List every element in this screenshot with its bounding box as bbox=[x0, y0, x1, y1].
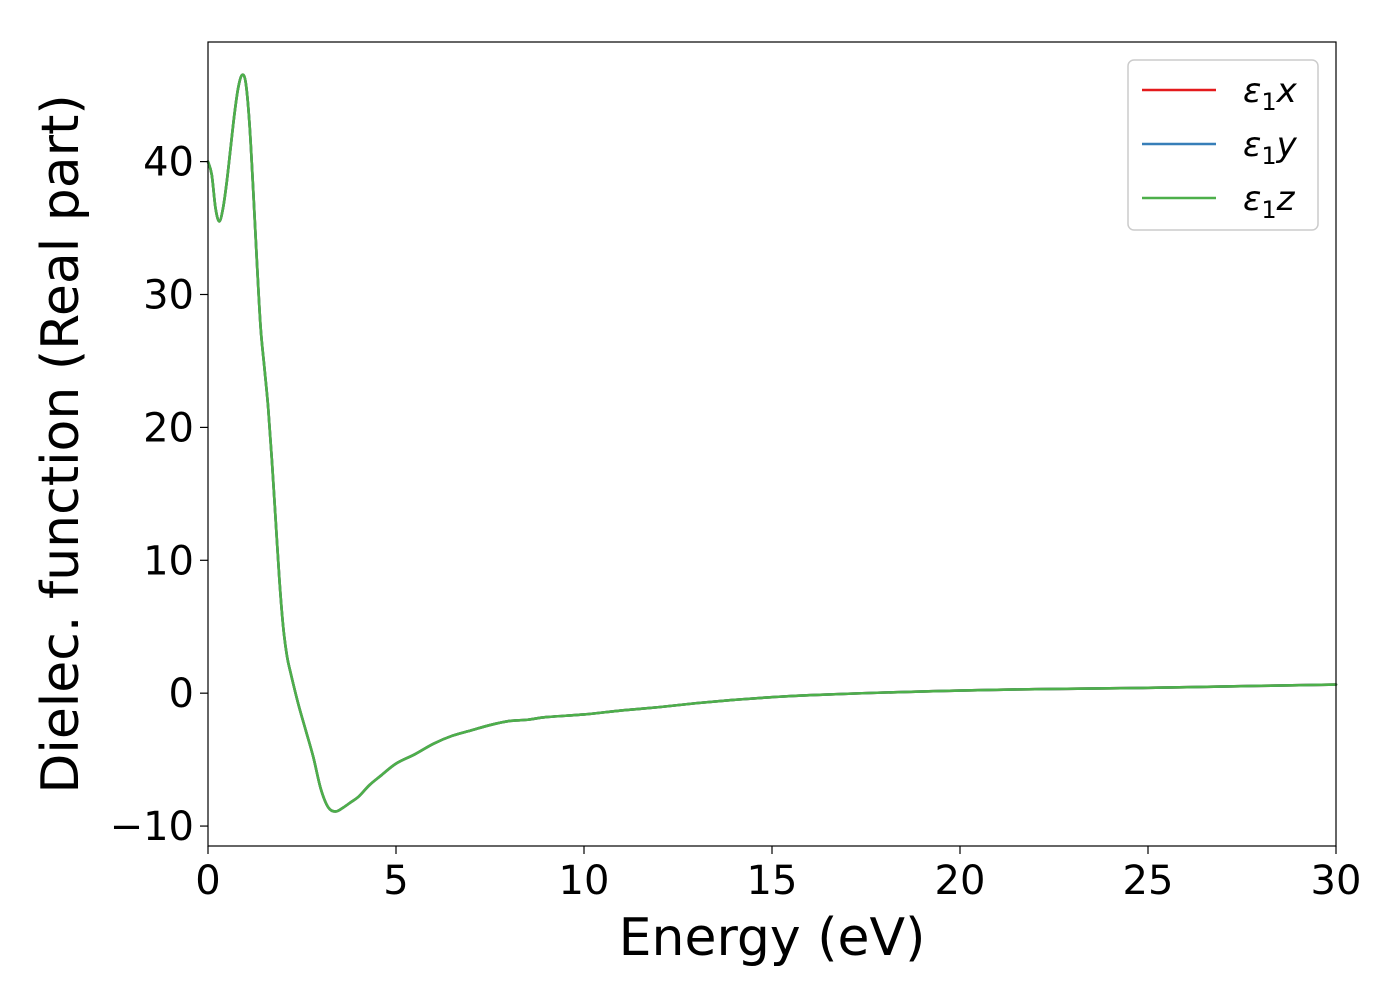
x-tick-label: 25 bbox=[1123, 858, 1174, 904]
legend-label: ε1z bbox=[1243, 179, 1296, 224]
x-axis-label: Energy (eV) bbox=[619, 908, 926, 968]
y-tick-label: 20 bbox=[143, 405, 194, 451]
x-tick-label: 30 bbox=[1311, 858, 1362, 904]
x-tick-label: 10 bbox=[559, 858, 610, 904]
y-tick-label: 30 bbox=[143, 272, 194, 318]
y-axis-ticks: −10 0 10 20 30 40 bbox=[110, 140, 208, 850]
y-tick-label: −10 bbox=[110, 804, 194, 850]
series-layer bbox=[206, 73, 1338, 813]
y-tick-label: 10 bbox=[143, 538, 194, 584]
legend-box bbox=[1127, 59, 1319, 231]
x-tick-label: 20 bbox=[935, 858, 986, 904]
x-tick-label: 5 bbox=[383, 858, 408, 904]
legend: ε1x ε1y ε1z bbox=[1127, 59, 1319, 231]
y-axis-label: Dielec. function (Real part) bbox=[31, 94, 91, 793]
legend-label: ε1x bbox=[1243, 71, 1298, 116]
x-tick-label: 0 bbox=[195, 858, 220, 904]
x-axis-ticks: 0 5 10 15 20 25 30 bbox=[195, 846, 1361, 904]
y-tick-label: 40 bbox=[143, 140, 194, 186]
legend-label: ε1y bbox=[1243, 125, 1298, 170]
y-tick-label: 0 bbox=[169, 671, 194, 717]
series-line-z bbox=[206, 73, 1338, 813]
x-tick-label: 15 bbox=[747, 858, 798, 904]
